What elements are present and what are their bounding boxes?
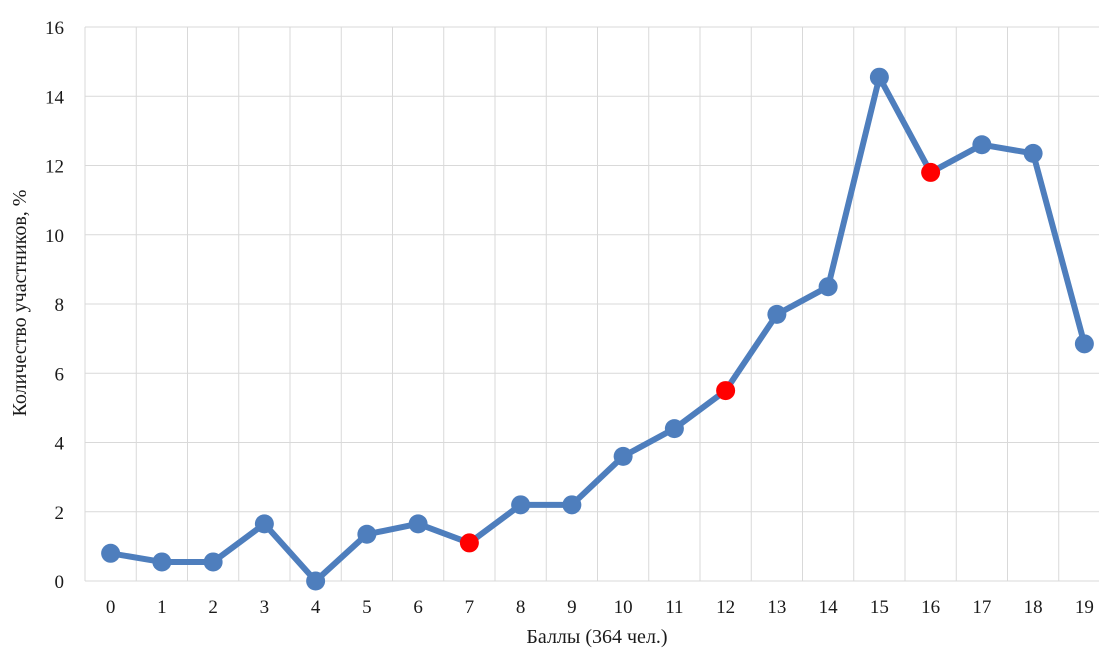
y-axis-ticks: 0 2 4 6 8 10 12 14 16 [45, 18, 65, 593]
x-tick-label: 14 [819, 597, 839, 618]
x-tick-label: 18 [1024, 597, 1043, 618]
data-point [972, 135, 992, 155]
y-tick-label: 2 [55, 503, 65, 524]
data-point [203, 552, 223, 572]
data-point [152, 552, 172, 572]
data-point [869, 67, 889, 87]
y-tick-label: 14 [45, 87, 65, 108]
data-point [613, 446, 633, 466]
x-tick-label: 1 [157, 597, 167, 618]
data-point [818, 277, 838, 297]
x-axis-title: Баллы (364 чел.) [526, 626, 667, 648]
data-point-highlighted [716, 381, 736, 401]
data-point-highlighted [459, 533, 479, 553]
x-tick-label: 11 [665, 597, 683, 618]
x-tick-label: 8 [516, 597, 526, 618]
data-point [254, 514, 274, 534]
x-tick-label: 4 [311, 597, 321, 618]
series-group [101, 67, 1094, 591]
y-tick-label: 8 [55, 295, 65, 316]
x-tick-label: 9 [567, 597, 577, 618]
x-tick-label: 10 [614, 597, 633, 618]
grid-lines [84, 26, 1099, 582]
data-point [767, 304, 787, 324]
x-tick-label: 15 [870, 597, 889, 618]
x-tick-label: 6 [413, 597, 423, 618]
y-tick-label: 10 [45, 226, 64, 247]
data-point [1023, 143, 1043, 163]
x-tick-label: 3 [260, 597, 270, 618]
data-point [357, 524, 377, 544]
data-point [562, 495, 582, 515]
y-tick-label: 6 [55, 364, 65, 385]
x-tick-label: 7 [465, 597, 475, 618]
x-tick-label: 16 [921, 597, 940, 618]
x-axis-ticks: 0 1 2 3 4 5 6 7 8 9 10 11 12 13 14 15 16 17 18 19 [106, 597, 1094, 618]
x-tick-label: 0 [106, 597, 116, 618]
x-tick-label: 17 [972, 597, 991, 618]
y-tick-label: 4 [55, 434, 65, 455]
series-line [107, 74, 1088, 584]
data-point [101, 543, 121, 563]
data-point [1074, 334, 1094, 354]
x-tick-label: 19 [1075, 597, 1094, 618]
x-tick-label: 2 [208, 597, 218, 618]
x-tick-label: 5 [362, 597, 372, 618]
data-point [511, 495, 531, 515]
data-point [306, 571, 326, 591]
y-tick-label: 12 [45, 157, 64, 178]
data-point [408, 514, 428, 534]
data-point [664, 419, 684, 439]
x-tick-label: 13 [767, 597, 786, 618]
y-tick-label: 0 [55, 572, 65, 593]
y-axis-title: Количество участников, % [9, 190, 31, 417]
data-point-highlighted [921, 162, 941, 182]
x-tick-label: 12 [716, 597, 735, 618]
y-tick-label: 16 [45, 18, 64, 39]
